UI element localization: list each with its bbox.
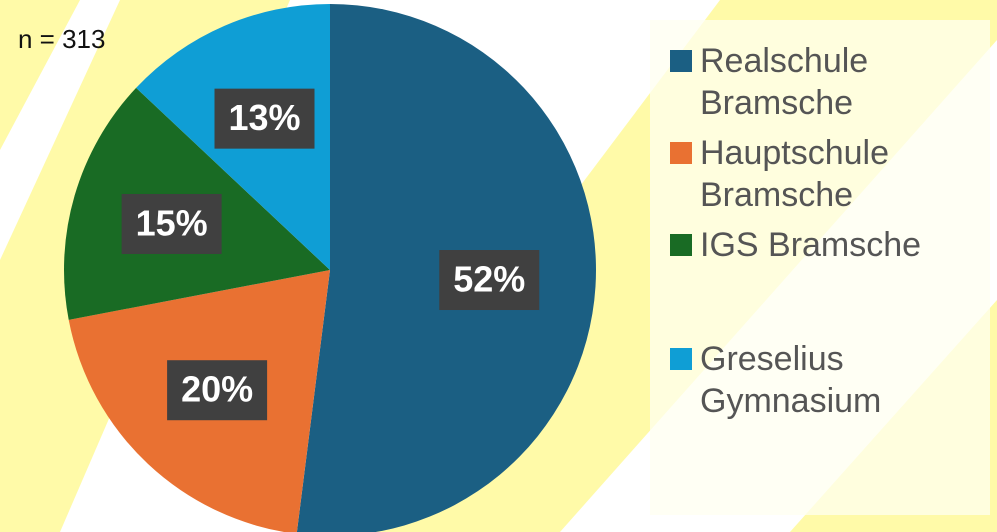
value-label: 15% [136,203,208,244]
legend-item: Hauptschule Bramsche [670,132,980,216]
pie: 52% 20% 15% 13% [63,4,596,532]
legend: Realschule Bramsche Hauptschule Bramsche I… [650,20,990,515]
legend-swatch [670,234,692,256]
value-label-box [121,193,222,254]
legend-item: IGS Bramsche [670,224,980,266]
legend-swatch [670,50,692,72]
value-label-box [439,250,540,311]
value-label-box [167,360,268,421]
legend-swatch [670,142,692,164]
value-label-box [214,88,315,149]
value-label: 13% [228,97,300,138]
legend-label: Hauptschule Bramsche [700,134,890,214]
legend-swatch [670,348,692,370]
legend-label: Realschule Bramsche [700,42,869,122]
legend-label: Greselius Gymnasium [700,340,882,420]
legend-label: IGS Bramsche [700,226,922,264]
value-label: 52% [453,259,525,300]
annotation: n = 313 [18,24,105,54]
legend-item: Greselius Gymnasium [670,338,980,422]
legend-item: Realschule Bramsche [670,40,980,124]
value-label: 20% [181,369,253,410]
